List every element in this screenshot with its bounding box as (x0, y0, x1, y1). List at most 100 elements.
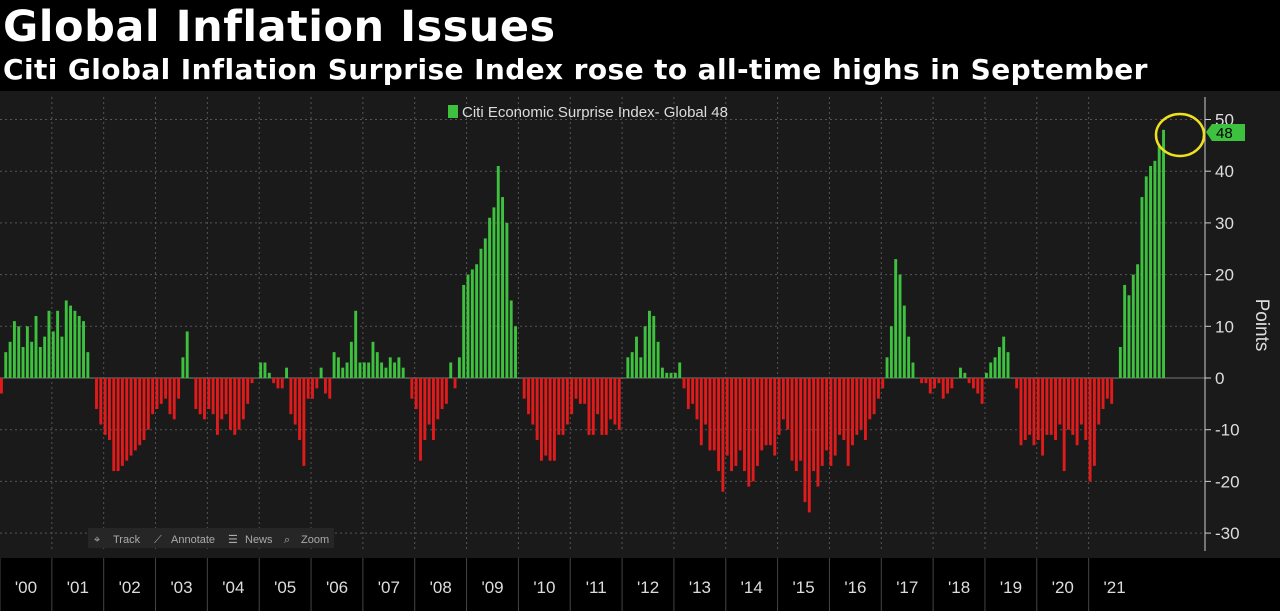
bar (643, 326, 647, 378)
bar (77, 315, 81, 378)
bar (1010, 378, 1014, 379)
bar (501, 197, 505, 378)
x-tick-label: '09 (481, 578, 503, 597)
news-button[interactable]: ☰ News (228, 534, 273, 546)
y-tick-label: -10 (1215, 421, 1240, 440)
bar (211, 378, 215, 415)
bar (116, 378, 120, 472)
bar (708, 378, 712, 451)
bar (1041, 378, 1045, 456)
bar (777, 378, 781, 435)
bar (47, 310, 51, 378)
bar (419, 378, 422, 461)
bar (1032, 378, 1036, 446)
bar (254, 378, 258, 379)
bar (159, 378, 163, 404)
bar (738, 378, 742, 451)
bar (730, 378, 733, 472)
bar (518, 378, 522, 379)
legend[interactable]: Citi Economic Surprise Index- Global 48 (448, 104, 728, 121)
bar (924, 378, 928, 384)
bar (570, 378, 574, 415)
bar (332, 352, 336, 378)
bar (155, 378, 159, 410)
bar (207, 378, 211, 410)
x-tick-label: '05 (274, 578, 296, 597)
bar (937, 378, 941, 384)
bar (172, 378, 176, 420)
bar (699, 378, 703, 446)
x-tick-label: '04 (222, 578, 244, 597)
bar (185, 331, 189, 378)
bar (799, 378, 803, 461)
bar (367, 362, 371, 378)
bar (250, 378, 254, 384)
x-ticks: '00 '01 '02 '03 '04 '05 '06 '07 '08 '09 '10 '11 '12 '… (0, 558, 1126, 611)
bar (34, 315, 38, 378)
bar (691, 378, 695, 404)
bar (509, 300, 513, 378)
toolbar-background (88, 528, 334, 548)
bar (648, 310, 651, 378)
track-button[interactable]: ⌖ Track (94, 534, 141, 546)
x-tick-label: '03 (170, 578, 192, 597)
bar (263, 362, 267, 378)
bar (764, 378, 768, 446)
bar (311, 378, 314, 399)
bar (1105, 378, 1109, 399)
bar (768, 378, 772, 446)
bar (224, 378, 228, 415)
bar (941, 378, 945, 399)
bar (1127, 295, 1131, 378)
bar (103, 378, 107, 435)
zoom-button[interactable]: ⌕ Zoom (284, 534, 329, 546)
bar (833, 378, 837, 456)
y-tick-label: -30 (1215, 524, 1240, 543)
bar (1131, 274, 1135, 378)
bar (298, 378, 301, 441)
bar (151, 378, 155, 415)
bar (565, 378, 569, 425)
x-axis-band (0, 558, 1280, 611)
bar (1075, 378, 1079, 446)
bar (954, 378, 958, 379)
bar (751, 378, 755, 482)
bar (397, 357, 401, 378)
bar (820, 378, 824, 466)
x-tick-label: '12 (637, 578, 659, 597)
bar (90, 378, 94, 379)
bar (673, 372, 677, 378)
zoom-icon: ⌕ (284, 534, 290, 546)
bar (462, 284, 466, 378)
bar (626, 357, 630, 378)
bar (669, 372, 673, 378)
chart-toolbar[interactable]: ⌖ Track ⟋ Annotate ☰ News ⌕ Zoom (88, 528, 334, 548)
bar (393, 362, 397, 378)
annotate-icon: ⟋ (154, 534, 162, 546)
bar (1092, 378, 1096, 466)
track-label: Track (113, 534, 141, 546)
bar (125, 378, 129, 461)
bar (384, 367, 388, 378)
x-tick-label: '07 (378, 578, 400, 597)
x-tick-label: '08 (430, 578, 452, 597)
bar (600, 378, 604, 435)
bar (872, 378, 876, 415)
bar (1058, 378, 1062, 425)
bar (881, 378, 885, 389)
bar (1114, 378, 1118, 379)
bar (1019, 378, 1023, 446)
bar (112, 378, 116, 472)
bar (557, 378, 561, 435)
annotate-button[interactable]: ⟋ Annotate (154, 534, 215, 546)
bar (967, 378, 971, 384)
bar (864, 378, 867, 441)
x-axis (0, 558, 1280, 611)
bar (665, 372, 669, 378)
bar (578, 378, 582, 404)
bar (756, 378, 759, 466)
bar (285, 367, 289, 378)
bar (622, 378, 625, 379)
bar (488, 217, 492, 378)
